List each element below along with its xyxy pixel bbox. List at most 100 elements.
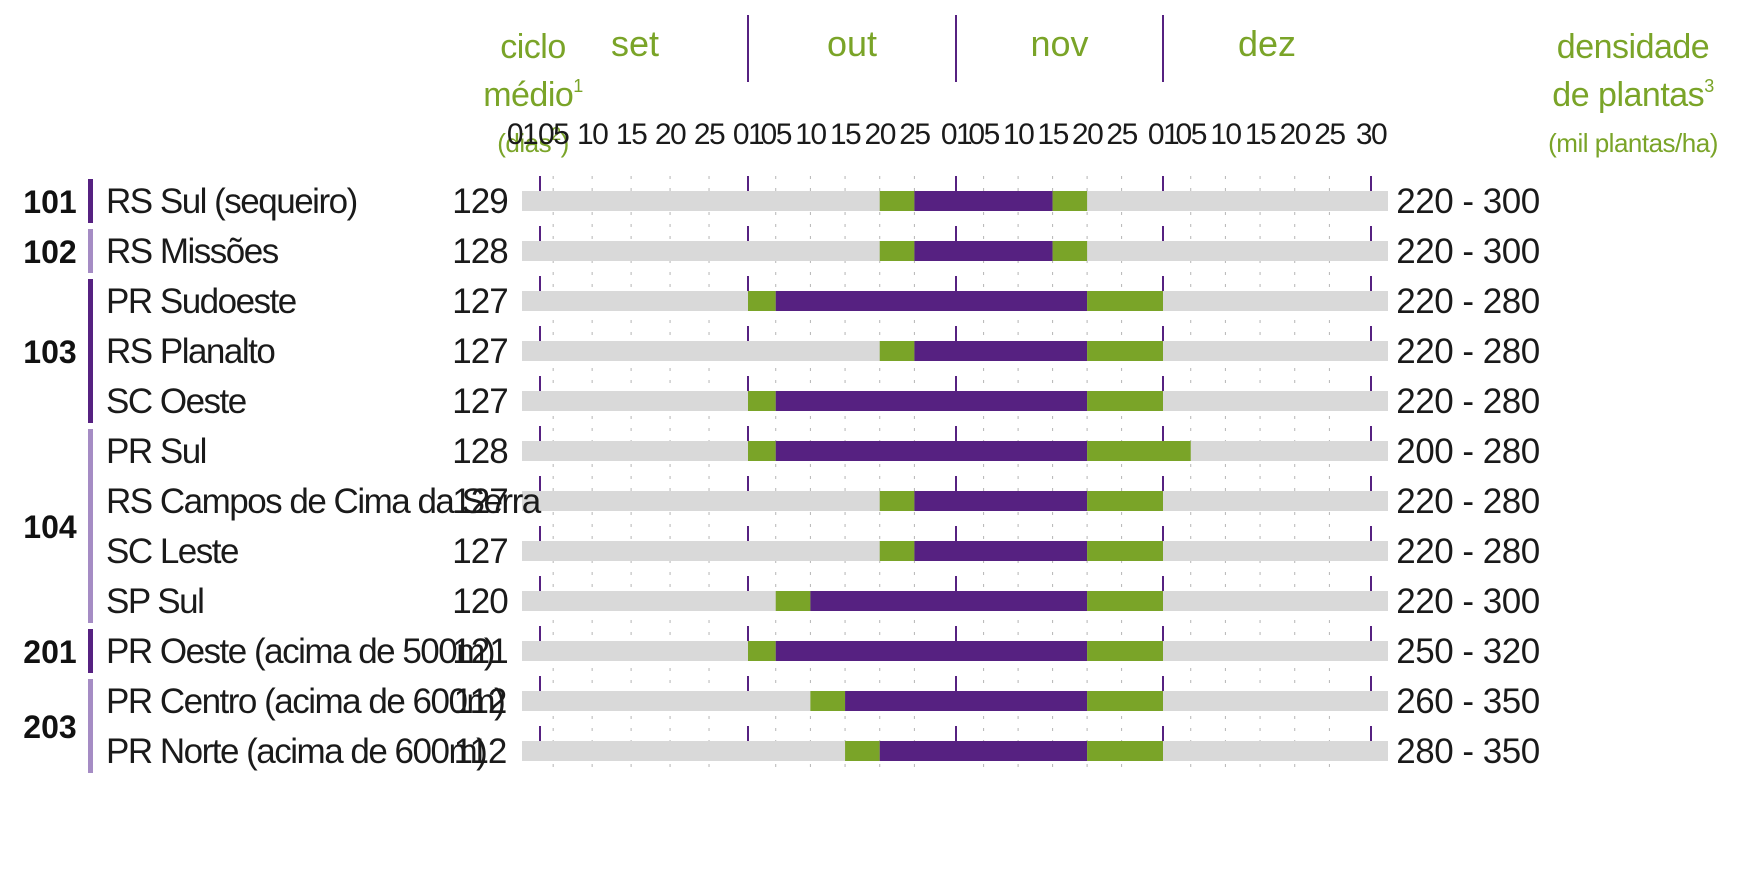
late-window-bar [1087,441,1191,461]
group-bracket [88,279,93,423]
density-value: 250 - 320 [1396,632,1539,671]
early-window-bar [748,441,776,461]
region-label: RS Sul (sequeiro) [106,182,357,221]
recommended-window-bar [775,441,1088,461]
region-label: RS Missões [106,232,279,271]
early-window-bar [775,591,811,611]
group-label: 104 [23,509,77,545]
early-window-bar [879,241,915,261]
day-tick-label: 25 [1106,118,1137,151]
day-tick-label: 01 [1148,118,1179,151]
cycle-value: 112 [454,682,507,721]
early-window-bar [845,741,880,761]
day-tick-label: 15 [830,118,861,151]
day-tick-label: 05 [538,118,569,151]
group-label: 101 [23,184,76,220]
recommended-window-bar [775,641,1088,661]
density-value: 220 - 280 [1396,532,1539,571]
cycle-value: 129 [452,182,507,221]
early-window-bar [748,391,776,411]
late-window-bar [1087,541,1163,561]
chart-grid [539,176,1372,776]
recommended-window-bar [810,591,1088,611]
late-window-bar [1087,741,1163,761]
group-bracket [88,629,93,673]
recommended-window-bar [845,691,1088,711]
region-label: SC Leste [106,532,238,571]
cycle-header-line1: ciclo [500,28,566,66]
cycle-value: 112 [454,732,507,771]
day-tick-label: 25 [694,118,725,151]
early-window-bar [748,291,776,311]
cycle-value: 128 [452,232,507,271]
early-window-bar [810,691,846,711]
group-label: 201 [23,634,76,670]
group-bracket [88,229,93,273]
cycle-header-line3: (dias2) [497,124,569,158]
day-tick-label: 10 [1210,118,1241,151]
day-tick-label: 30 [1356,118,1387,151]
density-value: 220 - 300 [1396,232,1539,271]
day-tick-label: 01 [507,118,538,151]
late-window-bar [1087,291,1163,311]
month-label: out [827,23,877,64]
early-window-bar [879,341,915,361]
late-window-bar [1087,691,1163,711]
group-bracket [88,429,93,623]
region-label: SP Sul [106,582,203,621]
cycle-value: 120 [452,582,508,621]
late-window-bar [1087,491,1163,511]
chart-labels: RS Sul (sequeiro) 129 220 - 300 RS Missões 1… [23,179,1540,773]
density-value: 220 - 300 [1396,582,1539,621]
density-value: 260 - 350 [1396,682,1539,721]
recommended-window-bar [914,241,1053,261]
early-window-bar [879,191,915,211]
day-tick-label: 05 [1176,118,1207,151]
group-bracket [88,679,93,773]
cycle-value: 127 [452,482,507,521]
month-label: set [611,23,659,64]
density-value: 280 - 350 [1396,732,1539,771]
day-tick-label: 15 [616,118,647,151]
group-bracket [88,179,93,223]
region-label: PR Oeste (acima de 500m) [106,632,494,671]
recommended-window-bar [775,291,1088,311]
cycle-header-line2: médio1 [483,76,583,114]
day-tick-label: 10 [795,118,826,151]
density-value: 220 - 280 [1396,332,1539,371]
recommended-window-bar [914,191,1053,211]
month-label: nov [1030,23,1088,64]
cycle-value: 127 [452,382,507,421]
late-window-bar [1052,191,1088,211]
region-label: PR Centro (acima de 600m) [106,682,504,721]
late-window-bar [1087,641,1163,661]
group-label: 203 [23,709,76,745]
cycle-value: 121 [452,632,507,671]
density-value: 220 - 300 [1396,182,1539,221]
recommended-window-bar [914,491,1088,511]
group-label: 103 [23,334,76,370]
late-window-bar [1087,341,1163,361]
chart-bars [522,191,1388,761]
late-window-bar [1087,591,1163,611]
density-value: 200 - 280 [1396,432,1539,471]
region-label: PR Norte (acima de 600m) [106,732,486,771]
region-label: SC Oeste [106,382,246,421]
day-tick-label: 01 [733,118,764,151]
early-window-bar [879,541,915,561]
day-tick-label: 20 [655,118,686,151]
recommended-window-bar [775,391,1088,411]
day-tick-label: 20 [1072,118,1103,151]
density-value: 220 - 280 [1396,282,1539,321]
day-tick-label: 20 [1280,118,1311,151]
day-tick-label: 15 [1245,118,1276,151]
recommended-window-bar [914,541,1088,561]
region-label: PR Sudoeste [106,282,296,321]
recommended-window-bar [914,341,1088,361]
density-value: 220 - 280 [1396,382,1539,421]
cycle-value: 128 [452,432,507,471]
day-tick-label: 05 [968,118,999,151]
density-header-line2: de plantas3 [1552,76,1714,114]
density-header-line1: densidade [1557,28,1709,66]
